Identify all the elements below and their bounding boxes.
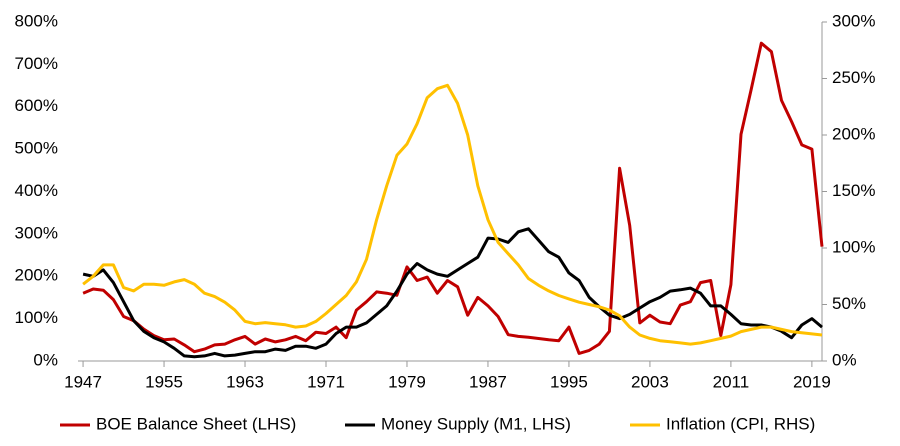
y2-tick-label: 100%: [832, 237, 875, 256]
y-tick-label: 0%: [33, 350, 58, 369]
y-tick-label: 200%: [15, 266, 58, 285]
legend-label: Money Supply (M1, LHS): [381, 414, 571, 433]
x-tick-label: 1995: [550, 372, 588, 391]
series-line: [82, 41, 824, 355]
y-tick-label: 500%: [15, 139, 58, 158]
y-tick-label: 300%: [15, 223, 58, 242]
x-tick-label: 2011: [713, 372, 750, 391]
y-tick-label: 600%: [15, 96, 58, 115]
legend-label: BOE Balance Sheet (LHS): [96, 414, 296, 433]
x-tick-label: 1963: [226, 372, 264, 391]
x-tick-label: 1987: [469, 372, 507, 391]
y-tick-label: 400%: [15, 181, 58, 200]
y-tick-label: 800%: [15, 11, 58, 30]
x-tick-label: 2003: [631, 372, 669, 391]
y-tick-label: 700%: [15, 54, 58, 73]
legend-label: Inflation (CPI, RHS): [666, 414, 815, 433]
y2-tick-label: 200%: [832, 124, 875, 143]
x-tick-label: 1947: [64, 372, 102, 391]
x-tick-label: 1955: [145, 372, 183, 391]
x-tick-label: 1979: [388, 372, 426, 391]
y2-tick-label: 0%: [832, 350, 857, 369]
x-tick-label: 1971: [307, 372, 345, 391]
y2-tick-label: 250%: [832, 68, 875, 87]
y2-tick-label: 150%: [832, 181, 875, 200]
x-tick-label: 2019: [793, 372, 831, 391]
y2-tick-label: 50%: [832, 294, 866, 313]
y-tick-label: 100%: [15, 308, 58, 327]
series-line: [82, 83, 823, 346]
y2-tick-label: 300%: [832, 11, 875, 30]
series-line: [82, 227, 823, 359]
